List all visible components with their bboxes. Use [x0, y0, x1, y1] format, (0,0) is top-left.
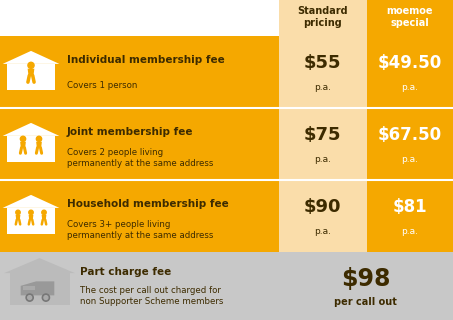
Bar [279, 36, 367, 108]
Text: $81: $81 [393, 198, 427, 216]
Text: The cost per call out charged for
non Supporter Scheme members: The cost per call out charged for non Su… [80, 286, 223, 306]
Polygon shape [3, 51, 59, 64]
Polygon shape [7, 64, 55, 90]
Text: Household membership fee: Household membership fee [67, 199, 229, 209]
Polygon shape [3, 123, 59, 136]
Text: p.a.: p.a. [401, 83, 419, 92]
Text: Standard
pricing: Standard pricing [298, 6, 348, 28]
Polygon shape [4, 258, 75, 273]
Text: Covers 3+ people living
permanently at the same address: Covers 3+ people living permanently at t… [67, 220, 213, 240]
Text: Joint membership fee: Joint membership fee [67, 127, 193, 137]
Polygon shape [7, 136, 55, 162]
Text: p.a.: p.a. [314, 155, 331, 164]
Text: Covers 1 person: Covers 1 person [67, 81, 137, 90]
Circle shape [42, 210, 46, 215]
Bar [367, 36, 453, 108]
Polygon shape [21, 281, 54, 295]
Text: $90: $90 [304, 198, 342, 216]
Circle shape [28, 62, 34, 68]
Circle shape [42, 294, 49, 301]
Polygon shape [15, 215, 20, 220]
Polygon shape [28, 69, 34, 76]
Polygon shape [29, 215, 34, 220]
Text: $98: $98 [341, 267, 390, 291]
Text: p.a.: p.a. [314, 227, 331, 236]
Polygon shape [7, 208, 55, 234]
Circle shape [44, 296, 48, 300]
Bar [279, 108, 367, 180]
Circle shape [26, 294, 34, 301]
Circle shape [16, 210, 20, 215]
Bar [367, 0, 453, 36]
Text: $55: $55 [304, 54, 342, 72]
Bar [367, 108, 453, 180]
Text: $67.50: $67.50 [378, 126, 442, 144]
Circle shape [20, 136, 26, 141]
Polygon shape [23, 286, 35, 290]
Polygon shape [3, 195, 59, 208]
Text: Part charge fee: Part charge fee [80, 268, 171, 277]
Polygon shape [36, 142, 42, 148]
Polygon shape [10, 273, 69, 305]
Polygon shape [20, 142, 26, 148]
Polygon shape [42, 215, 46, 220]
Text: Individual membership fee: Individual membership fee [67, 55, 225, 65]
Bar [367, 180, 453, 252]
Text: p.a.: p.a. [401, 227, 419, 236]
Circle shape [36, 136, 42, 141]
Bar [0, 108, 279, 180]
Bar [0, 36, 279, 108]
Text: $49.50: $49.50 [378, 54, 442, 72]
Bar [0, 0, 279, 36]
Text: per call out: per call out [334, 297, 397, 307]
Text: p.a.: p.a. [401, 155, 419, 164]
Text: p.a.: p.a. [314, 83, 331, 92]
Bar [279, 180, 367, 252]
Text: Covers 2 people living
permanently at the same address: Covers 2 people living permanently at th… [67, 148, 213, 168]
Circle shape [29, 210, 33, 215]
Bar [0, 180, 279, 252]
Bar [0, 252, 453, 320]
Circle shape [28, 296, 32, 300]
Text: moemoe
special: moemoe special [387, 6, 433, 28]
Bar [279, 0, 367, 36]
Text: $75: $75 [304, 126, 342, 144]
